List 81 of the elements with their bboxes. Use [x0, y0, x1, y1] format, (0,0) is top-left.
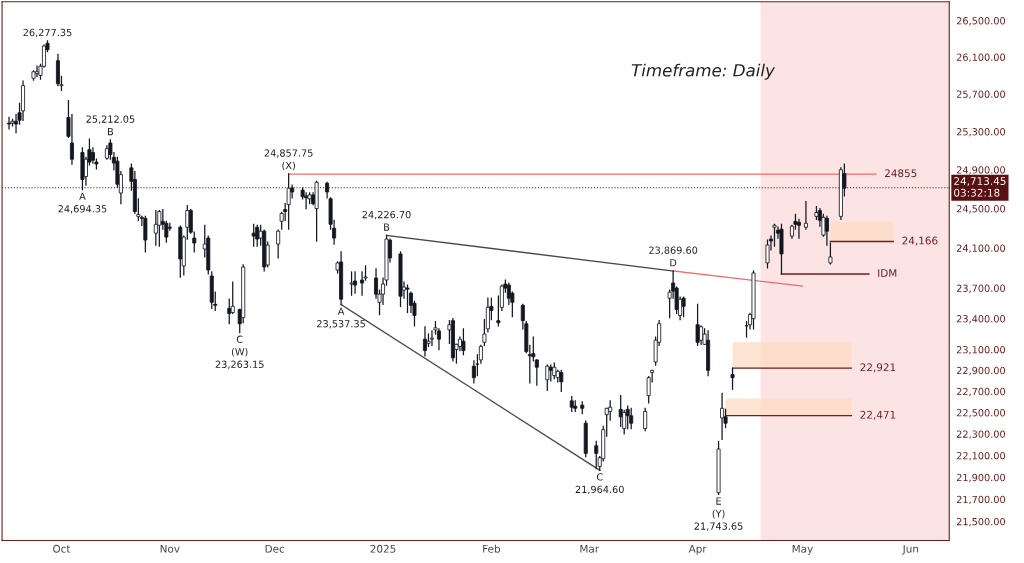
candlestick — [765, 239, 770, 269]
annotation: C — [596, 473, 603, 481]
ref-line-label: 24,713.45 03:32:18 — [954, 177, 1006, 197]
annotation: C — [236, 335, 243, 343]
y-tick-label: 23,400.00 — [956, 315, 1006, 324]
annotation: 24,857.75 — [264, 149, 313, 158]
annotation: A — [79, 192, 86, 200]
annotation: B — [108, 128, 114, 136]
candlestick — [629, 407, 634, 430]
x-tick-label: May — [792, 544, 813, 555]
y-tick-label: 21,500.00 — [956, 517, 1006, 527]
annotation: 23,869.60 — [649, 246, 698, 255]
y-tick-label: 22,700.00 — [956, 387, 1006, 397]
annotation: 22,471 — [860, 410, 896, 420]
y-tick-label: 24,900.00 — [956, 166, 1006, 175]
candlestick — [828, 242, 833, 265]
y-tick-label: 22,100.00 — [956, 452, 1006, 461]
candlestick — [720, 392, 725, 440]
x-tick-label: Dec — [265, 544, 285, 553]
candlestick — [803, 201, 808, 230]
candlestick — [55, 53, 60, 87]
candlestick — [153, 209, 158, 246]
candlestick — [608, 400, 613, 421]
candlestick — [643, 407, 648, 432]
y-tick-label: 21,700.00 — [956, 495, 1006, 505]
annotation: (W) — [231, 347, 248, 357]
y-tick-label: 23,700.00 — [956, 284, 1006, 293]
y-tick-label: 25,300.00 — [956, 128, 1006, 137]
candlestick — [276, 229, 281, 259]
y-tick-label: 22,300.00 — [956, 430, 1006, 439]
annotation: 23,263.15 — [215, 360, 264, 369]
annotation: E — [716, 497, 722, 505]
x-tick-label: Mar — [580, 544, 600, 553]
x-tick-label: Oct — [53, 544, 71, 553]
text: Timeframe: Daily — [631, 63, 776, 80]
annotation: IDM — [878, 269, 897, 277]
candlestick — [405, 284, 410, 314]
annotation: 24,166 — [902, 236, 938, 246]
annotation: 24,226.70 — [362, 210, 411, 220]
candlestick — [796, 218, 801, 239]
candlestick — [143, 215, 148, 253]
y-tick-label: 24,500.00 — [956, 205, 1006, 214]
annotation: 23,537.35 — [317, 320, 365, 329]
annotation: 24855 — [884, 169, 917, 178]
x-tick-label: Apr — [688, 544, 707, 555]
candlestick — [681, 296, 686, 318]
annotation: (Y) — [712, 509, 725, 519]
annotation: B — [384, 223, 390, 231]
y-tick-label: 22,500.00 — [956, 409, 1006, 418]
annotation: 21,964.60 — [575, 485, 624, 495]
x-tick-label: Feb — [483, 544, 501, 553]
annotation: 24,694.35 — [58, 205, 107, 214]
candlestick — [35, 65, 39, 78]
y-tick-label: 26,100.00 — [956, 53, 1006, 62]
candlestick — [824, 215, 829, 246]
x-tick-label: Jun — [902, 544, 919, 555]
candlestick — [69, 113, 74, 165]
annotation: 25,212.05 — [86, 115, 135, 124]
x-tick-label: Nov — [160, 544, 180, 553]
annotation: 26,277.35 — [23, 28, 72, 38]
candlestick — [422, 326, 427, 357]
y-tick-label: 25,700.00 — [956, 90, 1006, 99]
candlestick — [349, 271, 354, 296]
candlestick — [730, 367, 735, 390]
annotation: 21,743.65 — [694, 522, 743, 531]
x-tick-label: 2025 — [370, 544, 396, 553]
y-tick-label: 21,900.00 — [956, 473, 1006, 483]
annotation: D — [670, 259, 677, 267]
candlestick — [646, 376, 651, 404]
annotation: A — [337, 307, 345, 315]
candlestick — [157, 209, 162, 247]
candlestick — [353, 271, 358, 294]
candlestick — [251, 223, 256, 247]
annotation: 22,921 — [860, 363, 896, 373]
y-tick-label: 24,100.00 — [956, 244, 1006, 253]
candlestick — [695, 303, 700, 347]
candlestick — [772, 223, 777, 247]
y-tick-label: 26,500.00 — [956, 17, 1006, 26]
annotation: (X) — [282, 161, 295, 171]
y-tick-label: 22,900.00 — [956, 366, 1006, 376]
y-tick-label: 23,100.00 — [956, 346, 1006, 355]
